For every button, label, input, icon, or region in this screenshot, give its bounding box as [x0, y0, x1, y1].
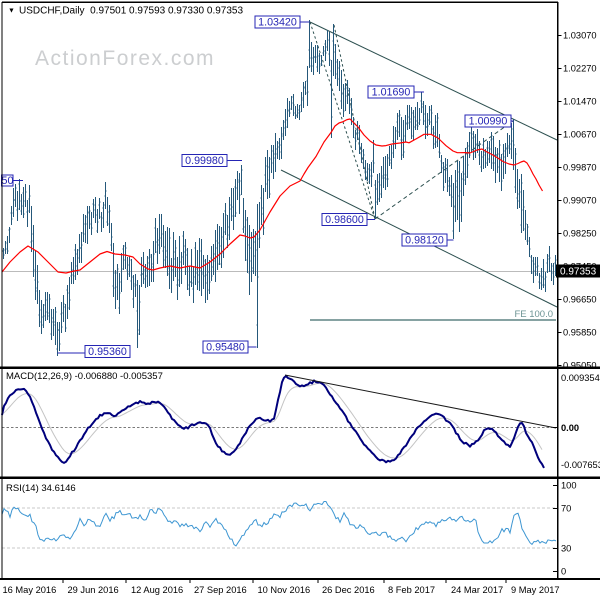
svg-text:16 May 2016: 16 May 2016 — [3, 585, 57, 595]
svg-text:▼: ▼ — [8, 8, 15, 15]
svg-text:0.96650: 0.96650 — [563, 295, 597, 305]
svg-text:70: 70 — [561, 504, 571, 514]
svg-text:1.02270: 1.02270 — [563, 64, 597, 74]
svg-text:24 Mar 2017: 24 Mar 2017 — [451, 585, 503, 595]
svg-text:FE 100.0: FE 100.0 — [514, 309, 553, 320]
svg-text:0.00: 0.00 — [561, 423, 579, 433]
svg-text:0.95360: 0.95360 — [88, 346, 127, 358]
svg-text:1.01470: 1.01470 — [563, 97, 597, 107]
svg-text:29 Jun 2016: 29 Jun 2016 — [68, 585, 119, 595]
svg-text:0.009354: 0.009354 — [561, 373, 600, 383]
svg-text:0.99870: 0.99870 — [563, 163, 597, 173]
svg-text:MACD(12,26,9) -0.006880 -0.005: MACD(12,26,9) -0.006880 -0.005357 — [6, 371, 163, 382]
svg-text:USDCHF,Daily 0.97501 0.97593: USDCHF,Daily 0.97501 0.97593 0.97330 0.9… — [19, 6, 243, 17]
svg-text:9 May 2017: 9 May 2017 — [511, 585, 560, 595]
svg-text:0.99070: 0.99070 — [563, 196, 597, 206]
svg-text:1.03420: 1.03420 — [258, 17, 297, 29]
svg-text:0.97353: 0.97353 — [560, 267, 597, 278]
svg-text:0.98600: 0.98600 — [325, 214, 364, 226]
svg-text:0.98250: 0.98250 — [563, 229, 597, 239]
svg-text:50: 50 — [2, 175, 14, 187]
svg-text:0.98120: 0.98120 — [405, 235, 444, 247]
svg-text:0.95050: 0.95050 — [563, 361, 597, 371]
svg-text:26 Dec 2016: 26 Dec 2016 — [322, 585, 375, 595]
svg-text:1.01690: 1.01690 — [372, 87, 411, 99]
svg-text:0.99980: 0.99980 — [185, 155, 224, 167]
svg-text:1.03070: 1.03070 — [563, 31, 597, 41]
svg-text:-0.007653: -0.007653 — [561, 460, 600, 470]
svg-text:30: 30 — [561, 544, 571, 554]
svg-text:RSI(14) 34.6146: RSI(14) 34.6146 — [6, 483, 76, 494]
svg-text:0: 0 — [561, 567, 566, 577]
svg-text:0.95480: 0.95480 — [206, 342, 245, 354]
svg-text:0.95850: 0.95850 — [563, 328, 597, 338]
svg-text:1.00990: 1.00990 — [469, 116, 508, 128]
svg-text:8 Feb 2017: 8 Feb 2017 — [388, 585, 435, 595]
svg-text:12 Aug 2016: 12 Aug 2016 — [131, 585, 183, 595]
svg-text:100: 100 — [561, 481, 577, 491]
svg-text:ActionForex.com: ActionForex.com — [35, 47, 215, 70]
svg-text:1.00670: 1.00670 — [563, 130, 597, 140]
svg-text:10 Nov 2016: 10 Nov 2016 — [258, 585, 311, 595]
svg-text:27 Sep 2016: 27 Sep 2016 — [194, 585, 247, 595]
